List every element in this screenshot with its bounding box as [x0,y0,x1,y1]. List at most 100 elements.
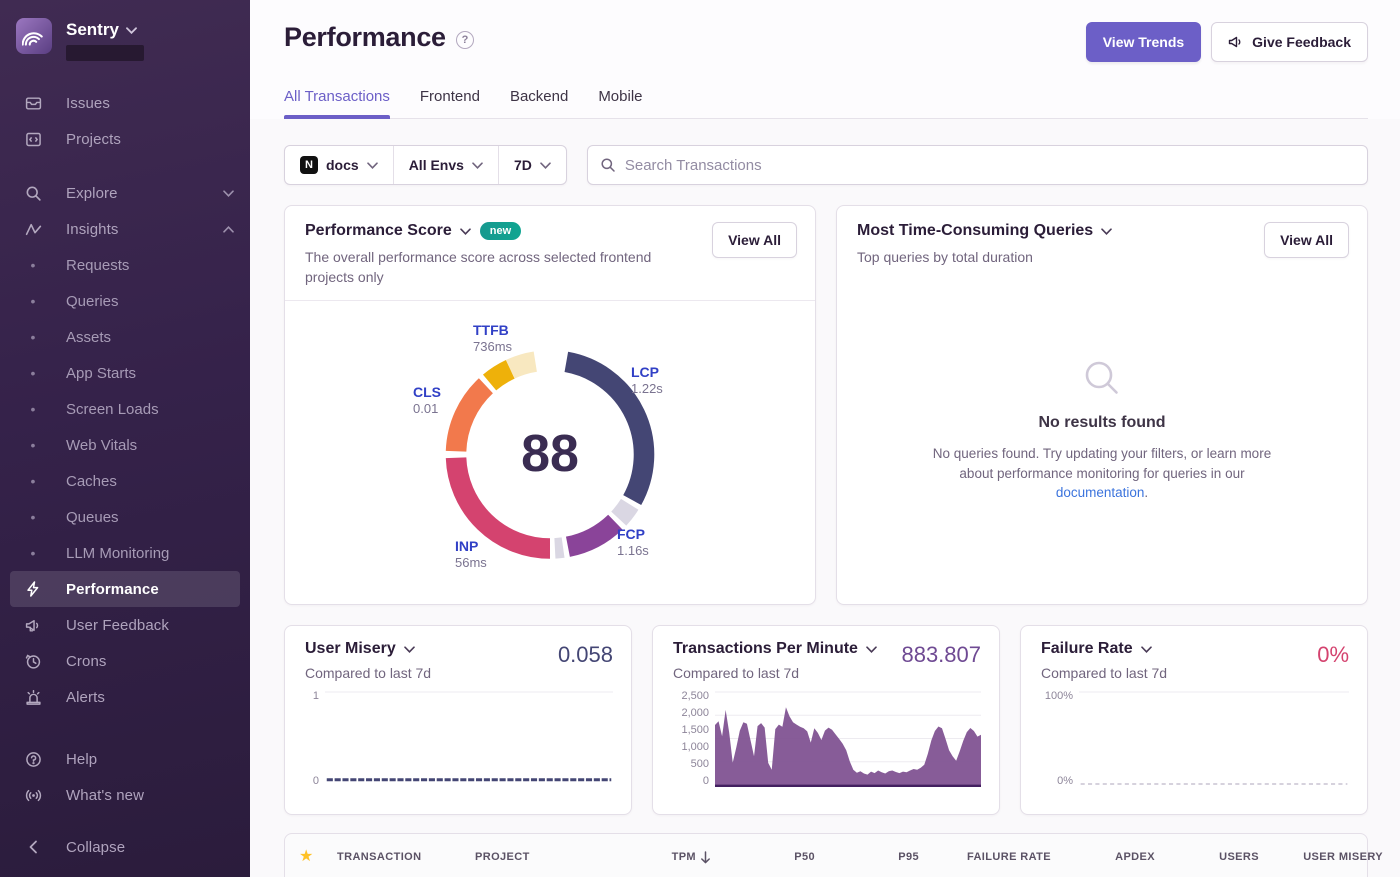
sidebar-item-user-feedback[interactable]: User Feedback [0,607,250,643]
view-all-button[interactable]: View All [1264,222,1349,258]
org-switcher[interactable]: Sentry [0,0,250,71]
vital-ttfb: TTFB 736ms [473,321,512,356]
tab-bar: All Transactions Frontend Backend Mobile [284,88,1368,119]
sidebar-item-performance[interactable]: Performance [10,571,240,607]
sidebar-item-queries[interactable]: • Queries [0,283,250,319]
user-misery-title-dropdown[interactable]: User Misery [305,640,613,658]
sidebar-item-help[interactable]: Help [0,741,250,777]
sidebar-item-label: Projects [66,130,121,148]
tpm-title-dropdown[interactable]: Transactions Per Minute [673,640,981,658]
tab-frontend[interactable]: Frontend [419,88,480,105]
date-range-filter[interactable]: 7D [497,146,566,184]
chevron-down-icon [472,161,483,169]
empty-state-text: No queries found. Try updating your filt… [932,446,1272,481]
bullet-icon: • [30,293,36,309]
sidebar-item-web-vitals[interactable]: • Web Vitals [0,427,250,463]
help-icon[interactable]: ? [455,30,474,49]
card-description: The overall performance score across sel… [305,249,652,286]
column-header-project[interactable]: PROJECT [475,851,593,863]
nextjs-platform-icon: N [300,156,318,174]
page-header: Performance ? View Trends Give Feedback … [250,0,1400,119]
give-feedback-button[interactable]: Give Feedback [1211,22,1368,62]
view-trends-button[interactable]: View Trends [1085,22,1202,62]
sidebar-item-queues[interactable]: • Queues [0,499,250,535]
sidebar-item-caches[interactable]: • Caches [0,463,250,499]
sidebar-item-label: Issues [66,94,110,112]
sidebar-item-label: Assets [66,328,112,346]
environment-filter[interactable]: All Envs [392,146,498,184]
sidebar-collapse-button[interactable]: Collapse [0,829,250,865]
sidebar-item-whats-new[interactable]: What's new [0,777,250,813]
chevron-down-icon [1101,227,1112,235]
queries-title-dropdown[interactable]: Most Time-Consuming Queries [857,222,1112,240]
column-label: FAILURE RATE [966,851,1051,863]
sidebar-item-insights[interactable]: Insights [0,211,250,247]
column-header-tpm[interactable]: TPM [593,850,711,864]
empty-state-suffix: . [1144,485,1149,501]
failure-rate-title-dropdown[interactable]: Failure Rate [1041,640,1349,658]
user-misery-chart [325,691,613,787]
vital-label: TTFB [473,321,509,338]
card-title-text: Most Time-Consuming Queries [857,222,1094,239]
y-axis-labels: 100% 0% [1044,690,1073,787]
sentry-logo-icon [16,18,52,54]
sidebar-item-label: Performance [66,580,159,598]
column-header-p50[interactable]: P50 [711,851,815,863]
search-input[interactable] [624,156,1355,174]
tab-mobile[interactable]: Mobile [598,88,643,105]
column-header-apdex[interactable]: APDEX [1051,851,1155,863]
sidebar-item-app-starts[interactable]: • App Starts [0,355,250,391]
tpm-chart [715,691,981,787]
view-all-button[interactable]: View All [712,222,797,258]
chevron-down-icon [366,161,378,169]
empty-state: No results found No queries found. Try u… [837,279,1367,604]
column-header-users[interactable]: USERS [1155,851,1259,863]
star-icon[interactable]: ★ [299,848,314,865]
vital-fcp: FCP 1.16s [617,525,649,560]
performance-score-donut: 88 [433,337,668,572]
filter-bar: N docs All Envs 7D [284,145,1368,185]
sidebar-item-assets[interactable]: • Assets [0,319,250,355]
sidebar-item-projects[interactable]: Projects [0,121,250,157]
sidebar-item-explore[interactable]: Explore [0,175,250,211]
search-icon [601,158,615,172]
column-header-user-misery[interactable]: USER MISERY [1259,851,1383,863]
sidebar-item-screen-loads[interactable]: • Screen Loads [0,391,250,427]
bullet-icon: • [30,365,36,381]
card-title-text: User Misery [305,640,396,657]
bullet-icon: • [30,257,36,273]
column-label: P95 [898,851,919,863]
column-header-failure-rate[interactable]: FAILURE RATE [919,851,1051,863]
performance-score-card: Performance Score new The overall perfor… [284,205,816,605]
y-axis-labels: 2,500 2,000 1,500 1,000 500 0 [681,690,709,787]
sidebar: Sentry Issues Projects Explore [0,0,250,877]
column-label: PROJECT [475,851,530,863]
search-icon [1085,361,1118,395]
sidebar-item-issues[interactable]: Issues [0,85,250,121]
column-label: TPM [671,851,696,863]
card-subtitle: Compared to last 7d [305,665,432,681]
project-filter[interactable]: N docs [285,146,393,184]
performance-score-chart: 88 TTFB 736ms LCP 1.22s FCP 1.16s INP 56ms C… [285,301,815,604]
sidebar-item-requests[interactable]: • Requests [0,247,250,283]
performance-score-title-dropdown[interactable]: Performance Score [305,222,471,240]
sidebar-item-crons[interactable]: Crons [0,643,250,679]
sidebar-item-label: Screen Loads [66,400,159,418]
tab-all-transactions[interactable]: All Transactions [284,88,390,119]
search-icon [24,185,42,202]
tab-backend[interactable]: Backend [509,88,569,105]
org-subtitle-placeholder [66,45,144,61]
sidebar-item-label: App Starts [66,364,137,382]
sidebar-item-llm-monitoring[interactable]: • LLM Monitoring [0,535,250,571]
column-header-transaction[interactable]: TRANSACTION [337,851,475,863]
column-header-p95[interactable]: P95 [815,851,919,863]
column-label: USER MISERY [1303,851,1383,863]
documentation-link[interactable]: documentation [1055,485,1145,501]
bullet-icon: • [30,545,36,561]
queries-card: Most Time-Consuming Queries Top queries … [836,205,1368,605]
sidebar-item-label: Alerts [66,688,105,706]
sidebar-item-alerts[interactable]: Alerts [0,679,250,715]
sidebar-item-label: Collapse [66,838,126,856]
vital-value: 56ms [455,554,487,570]
